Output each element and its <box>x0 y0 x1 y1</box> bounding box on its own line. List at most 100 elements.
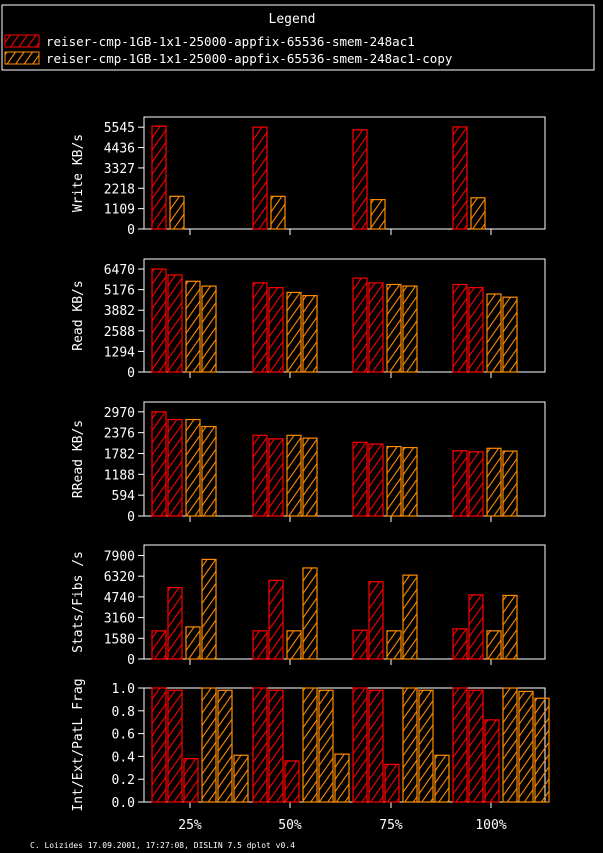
bar <box>368 689 384 803</box>
legend-entry-2: reiser-cmp-1GB-1x1-25000-appfix-65536-sm… <box>4 51 453 66</box>
bar <box>452 628 468 660</box>
bar <box>534 697 550 803</box>
legend-label-2: reiser-cmp-1GB-1x1-25000-appfix-65536-sm… <box>46 51 453 66</box>
y-axis-label: Stats/Fibs /s <box>71 551 86 653</box>
bar <box>169 195 185 230</box>
bar <box>452 687 468 803</box>
y-tick-label: 2218 <box>104 182 135 197</box>
y-tick-label: 0.0 <box>112 796 135 811</box>
bar <box>518 690 534 803</box>
bar <box>268 287 284 373</box>
bar <box>286 630 302 660</box>
y-axis-label: Int/Ext/PatL Frag <box>71 678 86 811</box>
y-axis-label: Write KB/s <box>71 134 86 212</box>
y-tick-label: 3882 <box>104 304 135 319</box>
bar <box>183 758 199 803</box>
panel-4: 0 1580 3160 4740 6320 7900 Stats/Fibs /s <box>71 544 546 668</box>
y-tick-label: 0 <box>127 366 135 381</box>
bar <box>386 283 402 373</box>
bar <box>384 763 400 803</box>
y-axis-label: RRead KB/s <box>71 420 86 498</box>
bar <box>470 197 486 230</box>
y-tick-label: 1782 <box>104 447 135 462</box>
legend-swatch-1 <box>4 34 40 48</box>
bar <box>185 626 201 660</box>
bar <box>201 558 217 660</box>
bar <box>402 574 418 660</box>
legend-swatch-2 <box>4 51 40 65</box>
bar <box>302 687 318 803</box>
bar <box>434 754 450 803</box>
chart-panels: 0 1109 2218 3327 4436 5545 Write KB/s 0 1294 2588… <box>71 116 550 812</box>
bar <box>352 629 368 660</box>
bar <box>368 282 384 373</box>
y-tick-label: 3160 <box>104 612 135 627</box>
bar <box>151 630 167 660</box>
bar <box>185 280 201 373</box>
y-tick-label: 1580 <box>104 632 135 647</box>
bar <box>286 291 302 373</box>
bar <box>452 283 468 373</box>
x-tick-label: 75% <box>379 818 403 833</box>
y-axis-label: Read KB/s <box>71 280 86 350</box>
y-tick-label: 1294 <box>104 345 135 360</box>
panel-frame <box>143 544 546 660</box>
x-tick-label: 25% <box>178 818 202 833</box>
bar <box>370 199 386 230</box>
bar <box>402 687 418 803</box>
bar <box>252 126 268 230</box>
bar <box>486 447 502 517</box>
bar <box>286 434 302 517</box>
y-tick-label: 2588 <box>104 325 135 340</box>
bar <box>302 295 318 373</box>
bar <box>268 438 284 517</box>
bar <box>368 443 384 517</box>
panel-1: 0 1109 2218 3327 4436 5545 Write KB/s <box>71 116 546 238</box>
panel-5: 0.0 0.2 0.4 0.6 0.8 1.0 Int/Ext/PatL Frag <box>71 678 550 812</box>
bar <box>386 445 402 517</box>
y-tick-label: 0 <box>127 510 135 525</box>
legend: Legend reiser-cmp-1GB-1x1-25000-appfix-6… <box>1 4 595 71</box>
bar <box>270 195 286 230</box>
bar <box>284 760 300 803</box>
bar <box>268 579 284 660</box>
y-tick-label: 4436 <box>104 142 135 157</box>
bar <box>352 441 368 517</box>
y-tick-label: 0.4 <box>112 750 136 765</box>
bar <box>217 689 233 803</box>
bar <box>167 586 183 660</box>
y-tick-label: 0.2 <box>112 773 135 788</box>
y-tick-label: 2376 <box>104 427 135 442</box>
bar <box>302 437 318 517</box>
bar <box>468 451 484 517</box>
bar <box>334 753 350 803</box>
bar <box>167 418 183 517</box>
y-tick-label: 2970 <box>104 406 135 421</box>
bar <box>502 450 518 517</box>
y-tick-label: 0.6 <box>112 728 135 743</box>
y-tick-label: 1.0 <box>112 682 135 697</box>
y-tick-label: 594 <box>112 489 136 504</box>
bar <box>151 411 167 517</box>
bar <box>167 689 183 803</box>
bar <box>386 630 402 660</box>
bar <box>402 447 418 517</box>
panel-2: 0 1294 2588 3882 5176 6470 Read KB/s <box>71 258 546 381</box>
bar <box>352 687 368 803</box>
bar <box>402 285 418 373</box>
y-tick-label: 1188 <box>104 468 135 483</box>
y-tick-label: 0 <box>127 653 135 668</box>
y-tick-label: 6320 <box>104 570 135 585</box>
bar <box>468 287 484 373</box>
bar <box>502 296 518 373</box>
bar <box>252 687 268 803</box>
y-tick-label: 1109 <box>104 203 135 218</box>
bar <box>201 425 217 517</box>
bar <box>502 687 518 803</box>
bar <box>185 418 201 517</box>
bar <box>151 268 167 373</box>
bar <box>368 581 384 660</box>
bar <box>352 277 368 373</box>
y-tick-label: 0 <box>127 223 135 238</box>
